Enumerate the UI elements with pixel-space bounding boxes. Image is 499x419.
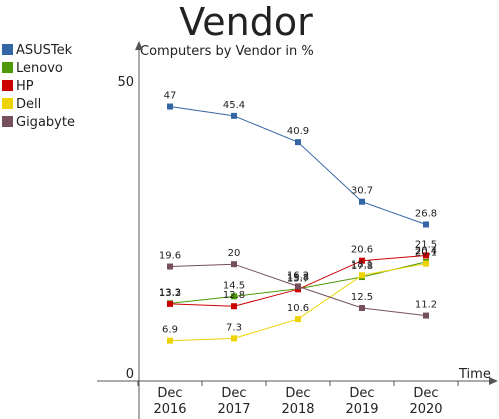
data-label-dell: 18.1 [351, 259, 373, 270]
legend-label-dell: Dell [16, 97, 41, 112]
data-point-dell [295, 316, 301, 323]
legend-swatch-lenovo [2, 62, 13, 73]
x-tick-label: Dec 2018 [281, 386, 314, 417]
chart-title: Vendor [179, 0, 313, 44]
data-point-hp [423, 252, 429, 259]
data-label-hp: 20.6 [351, 245, 373, 256]
data-point-hp [167, 300, 173, 307]
data-point-dell [359, 272, 365, 279]
axes: 0 50 Dec 2016 Dec 2017 Dec 2018 Dec 2019 Dec 2020 Ti… [97, 41, 498, 419]
data-label-lenovo: 17.8 [351, 261, 373, 272]
series-gigabyte: 19.6 20 16.2 12.5 11.2 [159, 248, 437, 319]
data-point-dell [423, 260, 429, 267]
data-label-asustek: 30.7 [351, 186, 373, 197]
data-label-hp: 12.8 [223, 290, 245, 301]
data-point-hp [231, 303, 237, 310]
data-label-hp: 21.5 [415, 239, 437, 250]
data-point-gigabyte [231, 261, 237, 268]
data-label-hp: 15.7 [287, 273, 309, 284]
data-label-dell: 20.1 [415, 248, 437, 259]
data-point-gigabyte [295, 283, 301, 290]
x-tick-label: Dec 2016 [153, 386, 186, 417]
x-axis-arrow [489, 377, 498, 385]
legend: ASUSTek Lenovo HP Dell Gigabyte [2, 43, 75, 130]
data-label-dell: 7.3 [226, 322, 242, 333]
data-label-dell: 6.9 [162, 325, 178, 336]
data-label-gigabyte: 11.2 [415, 300, 437, 311]
data-label-asustek: 40.9 [287, 126, 309, 137]
data-point-asustek [423, 221, 429, 228]
series-line-asustek [169, 106, 427, 225]
data-point-hp [359, 257, 365, 264]
legend-label-hp: HP [16, 79, 34, 94]
y-tick-label: 0 [126, 367, 134, 382]
y-axis-arrow [135, 41, 143, 50]
legend-swatch-dell [2, 98, 13, 109]
data-label-asustek: 45.4 [223, 100, 245, 111]
data-point-gigabyte [167, 263, 173, 270]
legend-swatch-asustek [2, 44, 13, 55]
data-point-asustek [359, 198, 365, 205]
legend-label-lenovo: Lenovo [16, 61, 63, 76]
x-tick-label: Dec 2017 [217, 386, 250, 417]
data-point-asustek [167, 103, 173, 110]
data-label-gigabyte: 20 [228, 248, 241, 259]
data-label-gigabyte: 19.6 [159, 251, 181, 262]
x-axis-title: Time [458, 367, 491, 382]
data-label-asustek: 26.8 [415, 208, 437, 219]
series-group: 47 45.4 40.9 30.7 26.8 13.3 14.5 15.8 17.8 20.4 13… [159, 91, 437, 344]
data-point-lenovo [231, 293, 237, 300]
data-label-dell: 10.6 [287, 303, 309, 314]
data-point-dell [231, 335, 237, 342]
series-asustek: 47 45.4 40.9 30.7 26.8 [164, 91, 437, 228]
data-label-lenovo: 20.4 [415, 246, 437, 257]
chart-subtitle: Computers by Vendor in % [140, 44, 314, 59]
data-label-asustek: 47 [164, 91, 177, 102]
data-label-lenovo: 13.3 [159, 287, 181, 298]
x-tick-label: Dec 2020 [409, 386, 442, 417]
legend-label-gigabyte: Gigabyte [16, 115, 75, 130]
legend-swatch-gigabyte [2, 116, 13, 127]
data-point-gigabyte [359, 305, 365, 311]
data-point-asustek [295, 139, 301, 146]
data-label-hp: 13.2 [159, 288, 181, 299]
data-label-lenovo: 15.8 [287, 273, 309, 284]
legend-label-asustek: ASUSTek [16, 43, 73, 58]
data-label-gigabyte: 16.2 [287, 270, 309, 281]
series-dell: 6.9 7.3 10.6 18.1 20.1 [162, 248, 437, 344]
data-label-lenovo: 14.5 [223, 280, 245, 291]
y-tick-label: 50 [117, 75, 134, 90]
x-tick-label: Dec 2019 [345, 386, 378, 417]
data-point-asustek [231, 112, 237, 119]
legend-swatch-hp [2, 80, 13, 91]
data-point-gigabyte [423, 312, 429, 319]
data-label-gigabyte: 12.5 [351, 292, 373, 303]
data-point-dell [167, 337, 173, 344]
